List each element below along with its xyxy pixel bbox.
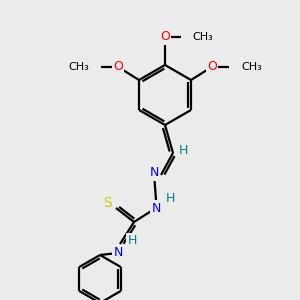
Text: CH₃: CH₃ [241, 62, 262, 72]
Text: N: N [149, 167, 159, 179]
Text: S: S [103, 196, 112, 210]
Text: H: H [165, 191, 175, 205]
Text: H: H [178, 145, 188, 158]
Text: O: O [160, 31, 170, 44]
Text: N: N [113, 247, 123, 260]
Text: N: N [151, 202, 161, 214]
Text: H: H [127, 233, 137, 247]
Text: O: O [113, 61, 123, 74]
Text: CH₃: CH₃ [192, 32, 213, 42]
Text: O: O [207, 61, 217, 74]
Text: CH₃: CH₃ [68, 62, 89, 72]
